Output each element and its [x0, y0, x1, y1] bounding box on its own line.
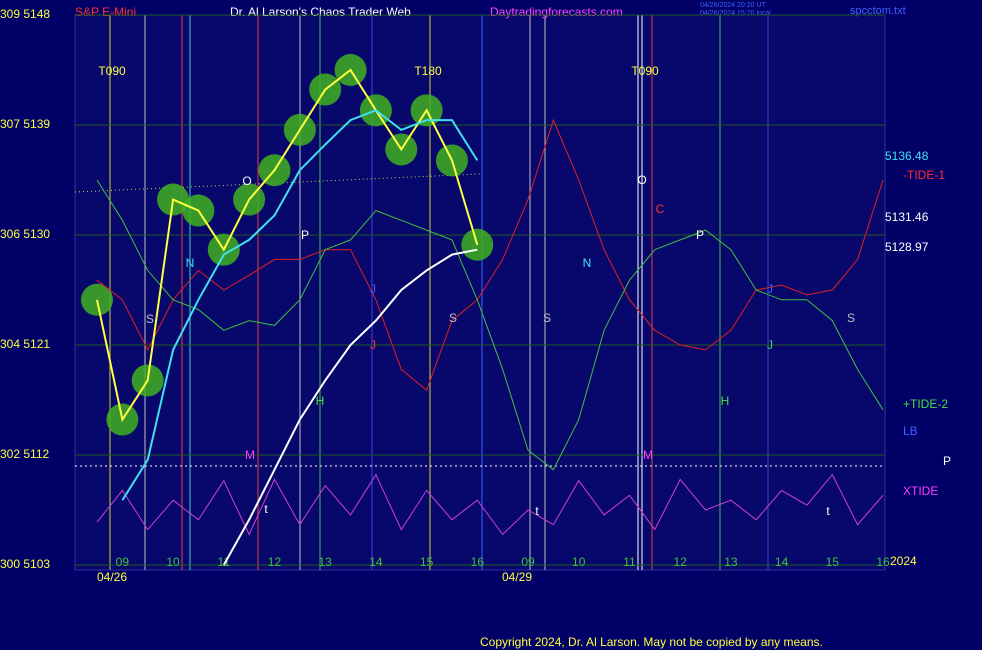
annotation: T180 [414, 64, 442, 78]
right-label: 5136.48 [885, 149, 929, 163]
date-label: 04/29 [502, 570, 532, 584]
cycle-lines [109, 15, 769, 570]
annotation: O [637, 173, 646, 187]
annotation: N [583, 256, 592, 270]
right-label: LB [903, 424, 918, 438]
series-line [96, 179, 884, 471]
series-line [121, 109, 479, 501]
y-tick-label: 309 5148 [0, 7, 50, 21]
x-tick-label: 10 [572, 555, 586, 569]
file-name: spcctom.txt [850, 5, 906, 17]
annotation: M [643, 448, 653, 462]
annotation: H [316, 394, 325, 408]
x-tick-label: 16 [876, 555, 890, 569]
annotation: J [370, 338, 376, 352]
right-label: +TIDE-2 [903, 397, 948, 411]
annotation: S [146, 312, 154, 326]
right-label: P [943, 454, 951, 468]
annotation: J [767, 338, 773, 352]
annotation: t [264, 502, 268, 516]
series-line [96, 118, 884, 392]
date-label: 04/26 [97, 570, 127, 584]
site: Daytradingforecasts.com [490, 5, 623, 19]
right-label: XTIDE [903, 484, 938, 498]
series-line [96, 68, 479, 423]
x-tick-label: 09 [521, 555, 535, 569]
x-tick-label: 13 [724, 555, 738, 569]
annotation: O [242, 174, 251, 188]
annotation: t [535, 504, 539, 518]
series-line [222, 248, 478, 566]
x-tick-label: 14 [775, 555, 789, 569]
y-tick-label: 304 5121 [0, 337, 50, 351]
x-tick-label: 12 [268, 555, 282, 569]
x-tick-label: 16 [471, 555, 485, 569]
date-label: 2024 [890, 554, 917, 568]
annotation: H [721, 394, 730, 408]
price-blob [81, 283, 113, 316]
annotation: T090 [98, 64, 126, 78]
annotation: t [826, 504, 830, 518]
x-tick-label: 13 [319, 555, 333, 569]
annotation: S [847, 311, 855, 325]
y-tick-label: 300 5103 [0, 557, 50, 571]
copyright: Copyright 2024, Dr. Al Larson. May not b… [480, 635, 823, 649]
x-tick-label: 15 [420, 555, 434, 569]
x-tick-label: 15 [826, 555, 840, 569]
annotation: T090 [631, 64, 659, 78]
annotation: N [186, 256, 195, 270]
annotation: C [656, 202, 665, 216]
annotation: M [245, 448, 255, 462]
annotation: J [767, 282, 773, 296]
annotation: P [696, 228, 704, 242]
series-line [96, 473, 884, 536]
chart-title: Dr. Al Larson's Chaos Trader Web [230, 5, 411, 19]
right-label: -TIDE-1 [903, 168, 945, 182]
annotation: P [301, 228, 309, 242]
x-tick-label: 12 [673, 555, 687, 569]
annotation: S [543, 311, 551, 325]
y-tick-label: 306 5130 [0, 227, 50, 241]
symbol: S&P E-Mini [75, 5, 136, 19]
x-tick-label: 11 [623, 555, 636, 569]
y-tick-label: 307 5139 [0, 117, 50, 131]
y-tick-label: 302 5112 [0, 447, 49, 461]
right-label: 5131.46 [885, 210, 929, 224]
right-label: 5128.97 [885, 240, 929, 254]
x-tick-label: 10 [166, 555, 180, 569]
annotation: J [370, 282, 376, 296]
x-tick-label: 14 [369, 555, 383, 569]
timestamp: 04/26/2024 15:20 local [700, 10, 771, 17]
annotation: S [449, 311, 457, 325]
plot-area [74, 14, 886, 571]
x-tick-label: 09 [116, 555, 130, 569]
timestamp: 04/26/2024 20:20 UT [700, 2, 766, 9]
